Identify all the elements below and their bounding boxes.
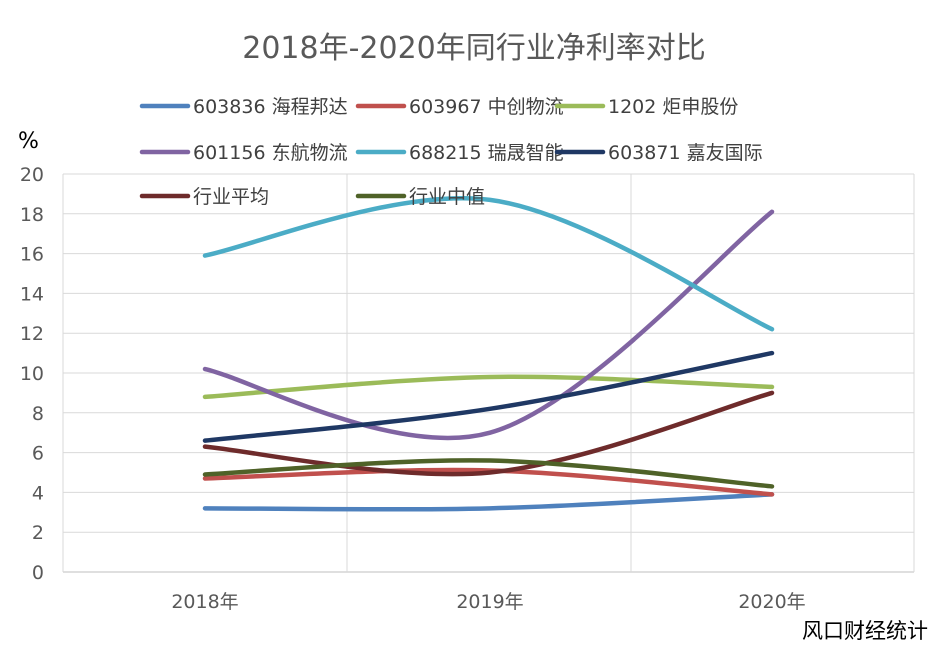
series-line (202, 195, 775, 332)
y-axis-unit: % (18, 129, 39, 154)
x-axis-ticks: 2018年 2019年 2020年 (171, 591, 805, 613)
y-tick-label: 20 (20, 164, 44, 186)
y-axis-ticks: 0 2 4 6 8 10 12 14 16 18 20 (20, 164, 44, 584)
y-tick-label: 12 (20, 323, 44, 345)
y-tick-label: 0 (32, 562, 44, 584)
x-tick-label: 2020年 (738, 591, 805, 613)
legend-label: 603871 嘉友国际 (608, 142, 763, 164)
y-tick-label: 10 (20, 363, 44, 385)
series-line (202, 209, 775, 441)
legend: 603836 海程邦达 603967 中创物流 1202 炬申股份 601156 东航… (139, 96, 763, 208)
x-tick-label: 2018年 (171, 591, 238, 613)
y-tick-label: 4 (32, 482, 44, 504)
legend-label: 行业中值 (409, 186, 485, 208)
legend-label: 603967 中创物流 (409, 96, 564, 118)
legend-label: 601156 东航物流 (193, 142, 348, 164)
legend-label: 688215 瑞晟智能 (409, 142, 564, 164)
series-lines (202, 195, 775, 512)
y-tick-label: 6 (32, 443, 44, 465)
source-note: 风口财经统计 (802, 619, 928, 643)
x-tick-label: 2019年 (456, 591, 523, 613)
legend-label: 行业平均 (193, 186, 269, 208)
y-tick-label: 14 (20, 283, 44, 305)
legend-label: 603836 海程邦达 (193, 96, 348, 118)
series-line (202, 492, 775, 512)
chart-title: 2018年-2020年同行业净利率对比 (242, 31, 706, 66)
grid-lines (62, 173, 915, 573)
legend-label: 1202 炬申股份 (608, 96, 738, 118)
series-line (202, 390, 775, 477)
series-line (202, 350, 775, 443)
y-tick-label: 2 (32, 522, 44, 544)
y-tick-label: 8 (32, 403, 44, 425)
series-line (202, 458, 775, 489)
y-tick-label: 18 (20, 204, 44, 226)
y-tick-label: 16 (20, 244, 44, 266)
series-line (202, 374, 775, 400)
